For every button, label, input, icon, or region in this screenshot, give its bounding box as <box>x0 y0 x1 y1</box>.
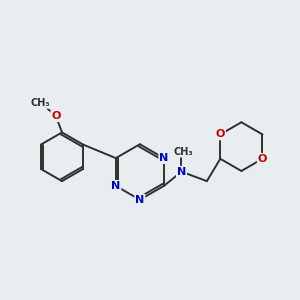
Text: O: O <box>216 129 225 140</box>
Text: N: N <box>159 153 169 163</box>
Text: O: O <box>51 111 61 121</box>
Text: N: N <box>177 167 186 177</box>
Text: N: N <box>111 181 120 191</box>
Text: CH₃: CH₃ <box>173 147 193 157</box>
Text: CH₃: CH₃ <box>30 98 50 108</box>
Text: O: O <box>258 154 267 164</box>
Text: N: N <box>135 195 145 205</box>
